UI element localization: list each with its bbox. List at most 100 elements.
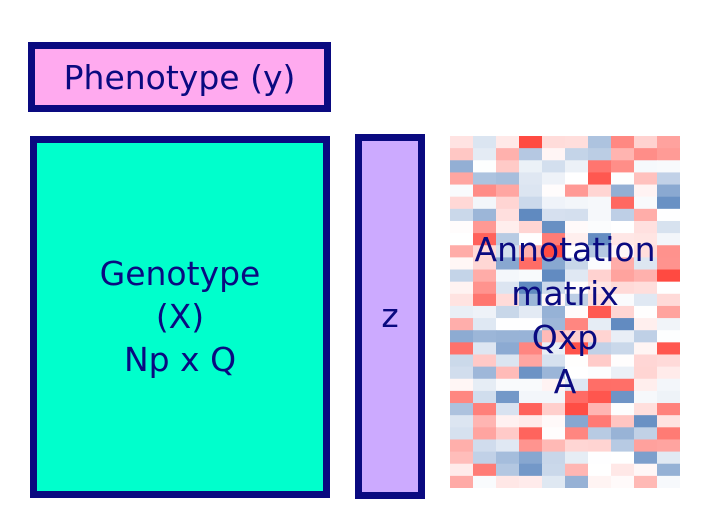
heatmap-cell — [611, 354, 635, 368]
heatmap-cell — [588, 451, 612, 465]
heatmap-cell — [611, 160, 635, 173]
heatmap-cell — [588, 439, 612, 453]
heatmap-cell — [565, 208, 589, 222]
heatmap-cell — [565, 342, 589, 355]
heatmap-cell — [611, 318, 635, 331]
heatmap-cell — [473, 439, 497, 453]
heatmap-cell — [450, 196, 474, 210]
heatmap-cell — [588, 403, 612, 416]
heatmap-cell — [542, 451, 566, 465]
heatmap-cell — [657, 318, 680, 331]
heatmap-cell — [565, 415, 589, 428]
heatmap-cell — [634, 220, 658, 234]
heatmap-cell — [473, 342, 497, 355]
heatmap-cell — [565, 390, 589, 404]
z-label: z — [381, 296, 399, 335]
heatmap-cell — [634, 160, 658, 173]
heatmap-cell — [473, 208, 497, 222]
heatmap-cell — [588, 330, 612, 343]
heatmap-cell — [611, 293, 635, 307]
heatmap-cell — [611, 233, 635, 246]
heatmap-cell — [657, 342, 680, 355]
heatmap-cell — [450, 233, 474, 246]
heatmap-cell — [657, 269, 680, 283]
heatmap-cell — [542, 281, 566, 295]
heatmap-cell — [634, 390, 658, 404]
heatmap-cell — [473, 330, 497, 343]
heatmap-cell — [611, 245, 635, 258]
heatmap-cell — [634, 378, 658, 392]
heatmap-cell — [519, 451, 543, 465]
heatmap-cell — [519, 330, 543, 343]
heatmap-cell — [473, 148, 497, 161]
heatmap-cell — [450, 220, 474, 234]
heatmap-cell — [473, 245, 497, 258]
heatmap-cell — [657, 208, 680, 222]
annotation-label-line4: A — [553, 362, 577, 401]
heatmap-cell — [657, 293, 680, 307]
heatmap-cell — [611, 148, 635, 161]
heatmap-cell — [634, 342, 658, 355]
heatmap-cell — [565, 269, 589, 283]
heatmap-cell — [565, 354, 589, 368]
heatmap-cell — [542, 415, 566, 428]
genotype-label-line1: Genotype — [99, 254, 261, 293]
heatmap-cell — [657, 475, 680, 488]
heatmap-cell — [542, 475, 566, 488]
heatmap-cell — [473, 378, 497, 392]
heatmap-cell — [657, 366, 680, 380]
heatmap-cell — [542, 257, 566, 271]
heatmap-cell — [634, 196, 658, 210]
heatmap-cell — [588, 318, 612, 331]
heatmap-cell — [611, 342, 635, 355]
heatmap-cell — [496, 354, 520, 368]
heatmap-cell — [588, 475, 612, 488]
heatmap-cell — [588, 208, 612, 222]
heatmap-cell — [588, 257, 612, 271]
heatmap-cell — [611, 415, 635, 428]
heatmap-cell — [519, 305, 543, 319]
heatmap-cell — [634, 463, 658, 477]
heatmap-cell — [611, 463, 635, 477]
heatmap-cell — [588, 196, 612, 210]
heatmap-cell — [473, 293, 497, 307]
heatmap-cell — [657, 257, 680, 271]
heatmap-cell — [519, 354, 543, 368]
heatmap-cell — [611, 390, 635, 404]
heatmap-cell — [542, 233, 566, 246]
heatmap-cell — [565, 148, 589, 161]
heatmap-cell — [565, 281, 589, 295]
heatmap-cell — [473, 160, 497, 173]
heatmap-cell — [657, 172, 680, 186]
heatmap-cell — [588, 366, 612, 380]
heatmap-cell — [542, 318, 566, 331]
heatmap-cell — [565, 305, 589, 319]
heatmap-cell — [519, 403, 543, 416]
heatmap-cell — [611, 172, 635, 186]
heatmap-cell — [496, 475, 520, 488]
heatmap-cell — [496, 305, 520, 319]
heatmap-cell — [450, 208, 474, 222]
heatmap-cell — [588, 390, 612, 404]
heatmap-cell — [542, 439, 566, 453]
heatmap-cell — [450, 463, 474, 477]
heatmap-cell — [565, 233, 589, 246]
heatmap-cell — [657, 427, 680, 440]
heatmap-cell — [496, 136, 520, 149]
heatmap-cell — [450, 257, 474, 271]
heatmap-cell — [634, 269, 658, 283]
heatmap-cell — [473, 269, 497, 283]
heatmap-cell — [611, 220, 635, 234]
heatmap-cell — [657, 354, 680, 368]
heatmap-cell — [634, 281, 658, 295]
heatmap-cell — [657, 148, 680, 161]
heatmap-cell — [519, 269, 543, 283]
heatmap-cell — [634, 427, 658, 440]
heatmap-cell — [611, 184, 635, 198]
heatmap-cell — [519, 415, 543, 428]
heatmap-cell — [634, 318, 658, 331]
heatmap-cell — [657, 160, 680, 173]
heatmap-cell — [519, 160, 543, 173]
heatmap-cell — [542, 330, 566, 343]
heatmap-cell — [473, 136, 497, 149]
